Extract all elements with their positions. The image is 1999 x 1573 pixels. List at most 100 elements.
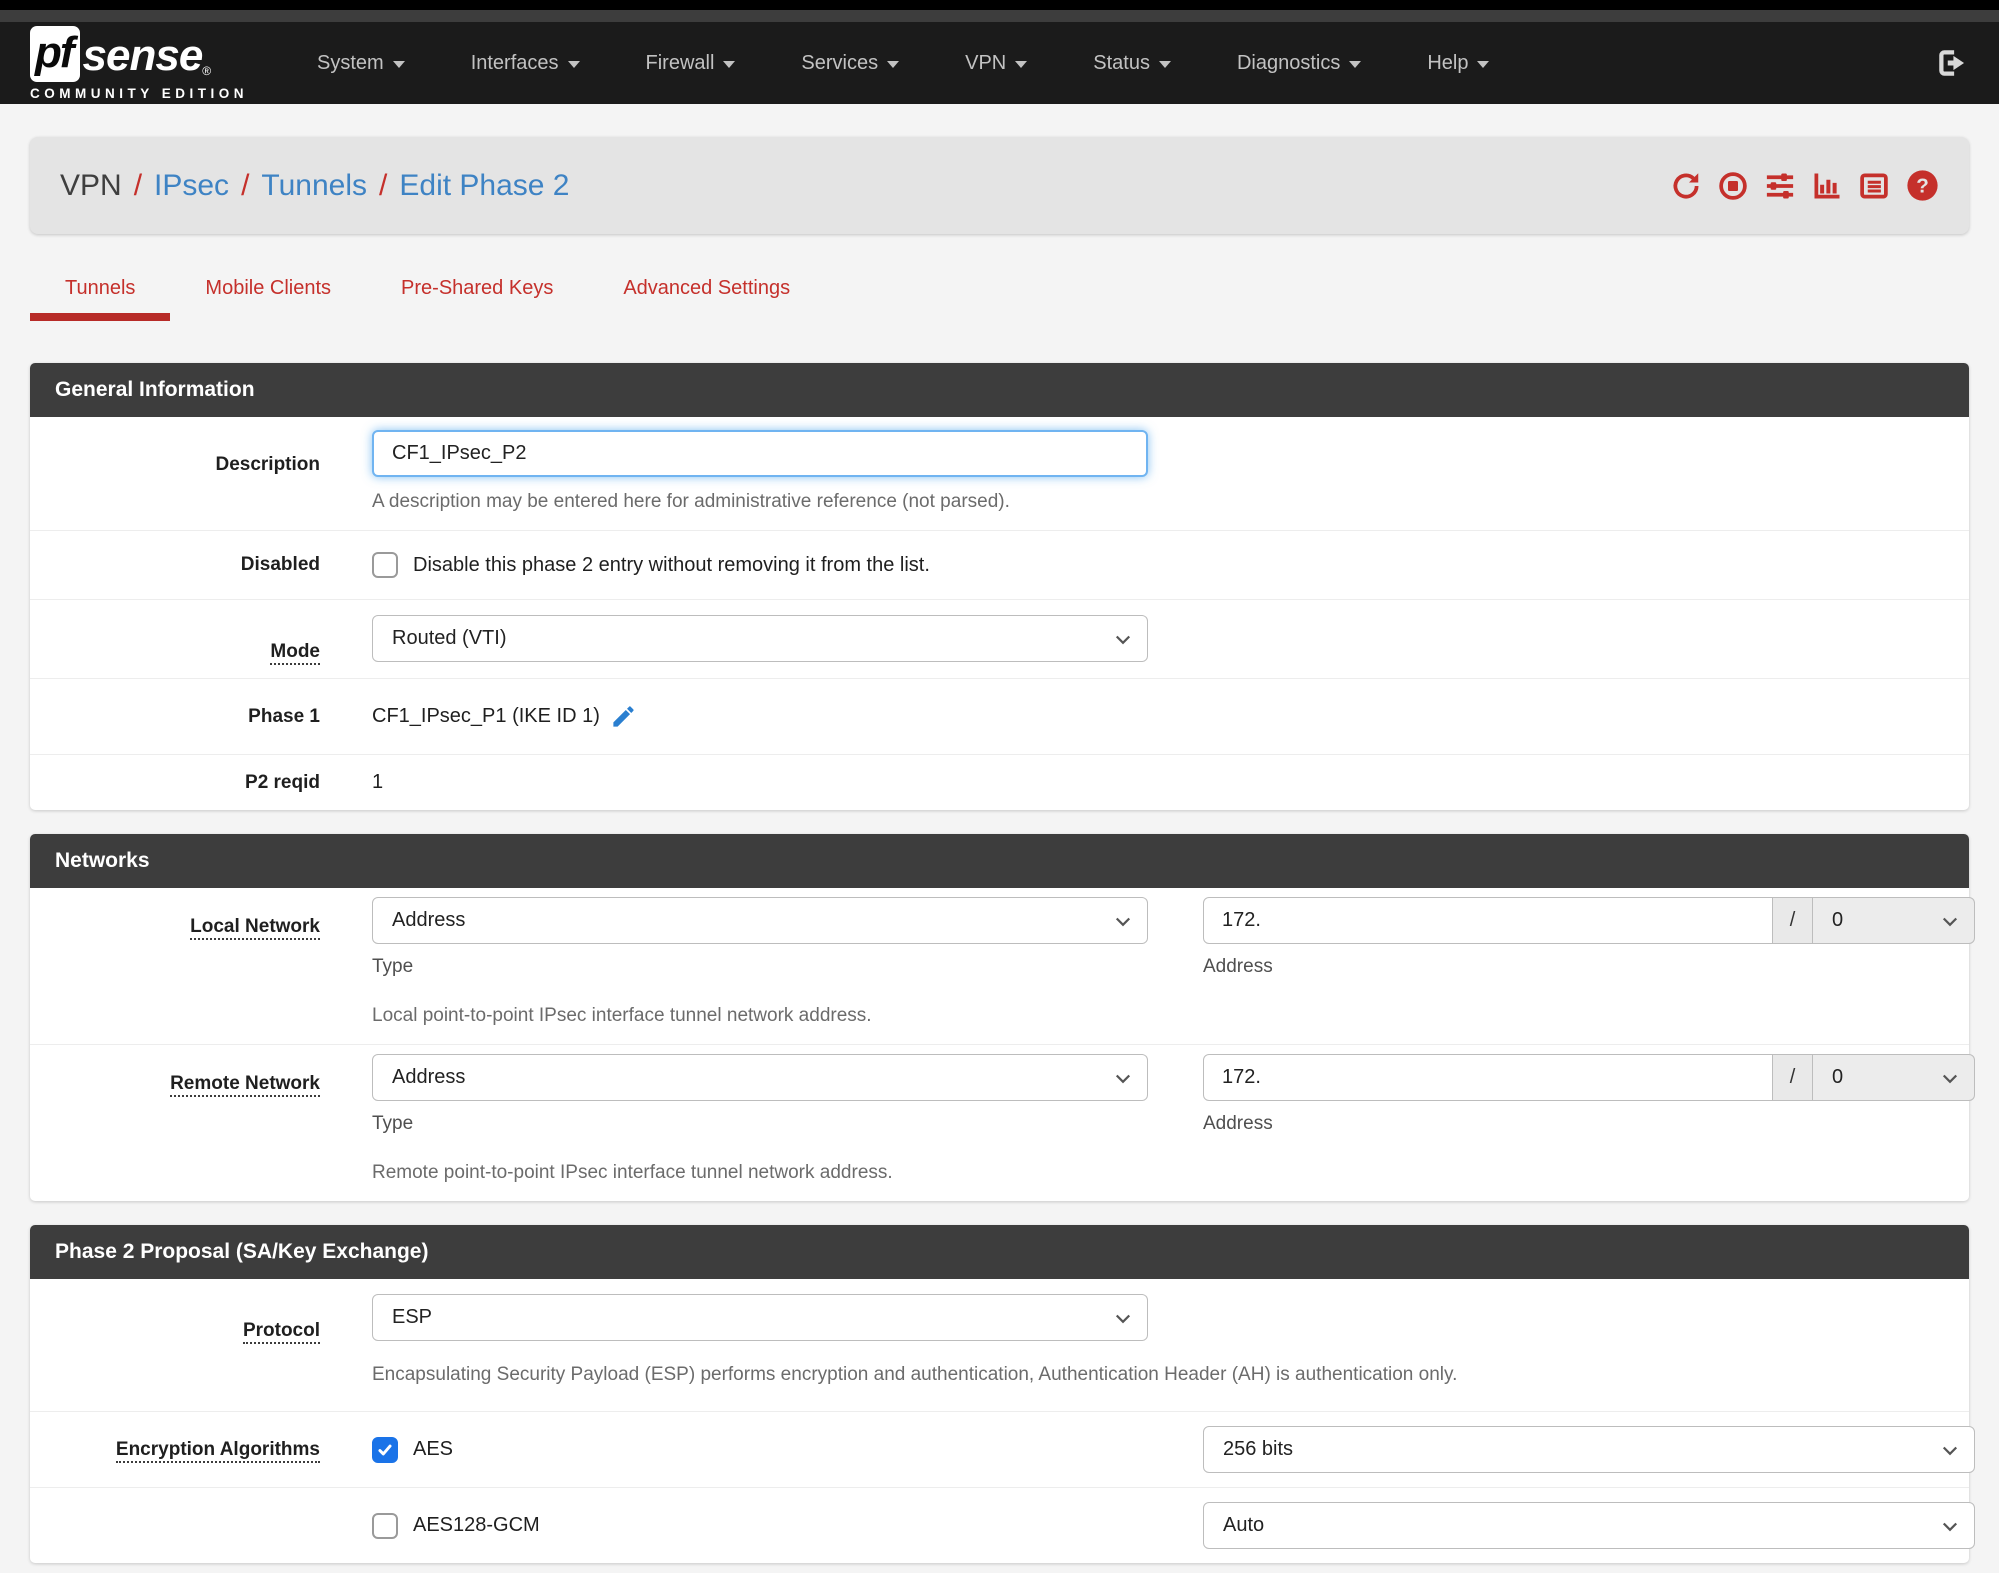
aes128gcm-keylen-col: Auto (1203, 1502, 1975, 1549)
community-edition-tagline: COMMUNITY EDITION (30, 85, 248, 101)
protocol-field-area: ESP Encapsulating Security Payload (ESP)… (372, 1294, 1959, 1386)
local-network-type-value: Address (392, 909, 466, 931)
remote-network-address-group: / 0 (1203, 1054, 1975, 1101)
aes128gcm-checkbox[interactable] (372, 1512, 398, 1539)
mode-select[interactable]: Routed (VTI) (372, 615, 1148, 662)
nav-interfaces-label: Interfaces (470, 51, 559, 74)
chevron-down-icon (887, 61, 900, 68)
phase1-label: Phase 1 (248, 705, 320, 727)
breadcrumb-link-ipsec[interactable]: IPsec (154, 168, 230, 202)
local-network-help-text: Local point-to-point IPsec interface tun… (372, 1005, 872, 1026)
remote-network-address-caption: Address (1203, 1113, 1273, 1134)
protocol-label-col: Protocol (30, 1294, 372, 1386)
aes-keylen-select[interactable]: 256 bits (1203, 1426, 1975, 1473)
nav-interfaces[interactable]: Interfaces (438, 22, 613, 104)
nav-help[interactable]: Help (1394, 22, 1522, 104)
encryption-aes-check-col: AES (372, 1436, 1148, 1463)
remote-network-prefix-select[interactable]: 0 (1813, 1054, 1975, 1101)
slash-addon: / (1773, 897, 1813, 944)
nav-services[interactable]: Services (768, 22, 932, 104)
remote-network-label-col: Remote Network (30, 1054, 372, 1184)
protocol-select[interactable]: ESP (372, 1294, 1148, 1341)
encryption-algorithms-label: Encryption Algorithms (115, 1438, 320, 1463)
chevron-down-icon (723, 61, 736, 68)
stop-circle-icon[interactable] (1718, 171, 1748, 201)
tab-pre-shared-keys[interactable]: Pre-Shared Keys (401, 277, 554, 299)
encryption-aes-field-area: AES 256 bits (372, 1426, 1975, 1473)
refresh-icon[interactable] (1671, 171, 1701, 201)
row-remote-network: Remote Network Address Type Remote point… (30, 1045, 1975, 1201)
chevron-down-icon (1940, 1516, 1960, 1536)
disabled-checkbox[interactable] (372, 552, 398, 578)
nav-vpn[interactable]: VPN (932, 22, 1060, 104)
remote-network-address-input[interactable] (1203, 1054, 1773, 1101)
nav-system[interactable]: System (284, 22, 438, 104)
pencil-icon[interactable] (610, 703, 637, 730)
page-action-icons: ? (1671, 169, 1939, 202)
nav-firewall[interactable]: Firewall (613, 22, 769, 104)
tab-tunnels[interactable]: Tunnels (30, 260, 171, 321)
window-top-strip (0, 10, 1999, 22)
breadcrumb-separator: / (379, 168, 388, 202)
local-network-type-select[interactable]: Address (372, 897, 1148, 944)
tab-mobile-clients[interactable]: Mobile Clients (205, 277, 332, 299)
remote-network-type-select[interactable]: Address (372, 1054, 1148, 1101)
remote-network-prefix-value: 0 (1832, 1066, 1844, 1088)
mode-select-value: Routed (VTI) (392, 627, 507, 649)
slash-addon: / (1773, 1054, 1813, 1101)
nav-diagnostics-label: Diagnostics (1236, 51, 1341, 74)
pfsense-logo[interactable]: pf sense ® COMMUNITY EDITION (30, 25, 248, 101)
remote-network-type-caption: Type (372, 1113, 414, 1134)
chevron-down-icon (1349, 61, 1362, 68)
panel-header-phase2-proposal: Phase 2 Proposal (SA/Key Exchange) (30, 1225, 1969, 1279)
aes-checkbox[interactable] (372, 1436, 398, 1463)
remote-network-field-area: Address Type Remote point-to-point IPsec… (372, 1054, 1975, 1184)
row-encryption-aes128gcm: AES128-GCM Auto (30, 1488, 1975, 1563)
nav-status-label: Status (1093, 51, 1150, 74)
breadcrumb-link-edit-phase2[interactable]: Edit Phase 2 (399, 168, 570, 202)
chevron-down-icon (1113, 1308, 1133, 1328)
sign-out-icon[interactable] (1935, 46, 1969, 80)
panel-header-networks: Networks (30, 834, 1969, 888)
local-network-address-col: / 0 Address (1203, 897, 1975, 1027)
local-network-address-input[interactable] (1203, 897, 1773, 944)
row-encryption-aes: Encryption Algorithms AES 256 bits (30, 1412, 1975, 1488)
description-label: Description (215, 454, 320, 475)
nav-status[interactable]: Status (1060, 22, 1204, 104)
aes128gcm-checkbox-label[interactable]: AES128-GCM (413, 1514, 540, 1536)
description-input[interactable] (372, 430, 1148, 477)
remote-network-label: Remote Network (170, 1073, 320, 1097)
bar-chart-icon[interactable] (1812, 171, 1842, 201)
row-description: Description A description may be entered… (30, 417, 1969, 531)
local-network-label: Local Network (190, 916, 320, 940)
local-network-prefix-select[interactable]: 0 (1813, 897, 1975, 944)
chevron-down-icon (1113, 1068, 1133, 1088)
nav-diagnostics[interactable]: Diagnostics (1204, 22, 1394, 104)
local-network-type-caption: Type (372, 956, 414, 977)
chevron-down-icon (1940, 1440, 1960, 1460)
log-icon[interactable] (1859, 171, 1889, 201)
top-navbar: pf sense ® COMMUNITY EDITION System Inte… (0, 22, 1999, 104)
encryption-aes128gcm-check-col: AES128-GCM (372, 1512, 1148, 1539)
disabled-field-area: Disable this phase 2 entry without remov… (372, 552, 1959, 578)
tab-advanced-settings[interactable]: Advanced Settings (623, 277, 791, 299)
local-network-field-area: Address Type Local point-to-point IPsec … (372, 897, 1975, 1027)
breadcrumb-separator: / (241, 168, 250, 202)
window-top-edge (0, 0, 1999, 10)
chevron-down-icon (1113, 629, 1133, 649)
aes-keylen-value: 256 bits (1223, 1438, 1294, 1460)
nav-firewall-label: Firewall (645, 51, 715, 74)
aes-checkbox-label[interactable]: AES (413, 1438, 454, 1460)
sliders-icon[interactable] (1765, 171, 1795, 201)
aes128gcm-keylen-select[interactable]: Auto (1203, 1502, 1975, 1549)
encryption-aes128gcm-field-area: AES128-GCM Auto (372, 1502, 1975, 1549)
chevron-down-icon (1113, 911, 1133, 931)
breadcrumb-link-tunnels[interactable]: Tunnels (261, 168, 368, 202)
phase1-field-area: CF1_IPsec_P1 (IKE ID 1) (372, 703, 1959, 730)
chevron-down-icon (567, 61, 580, 68)
disabled-checkbox-label[interactable]: Disable this phase 2 entry without remov… (413, 553, 930, 576)
remote-network-address-col: / 0 Address (1203, 1054, 1975, 1184)
help-icon[interactable]: ? (1906, 169, 1939, 202)
registered-mark: ® (202, 63, 212, 78)
mode-field-area: Routed (VTI) (372, 615, 1959, 663)
